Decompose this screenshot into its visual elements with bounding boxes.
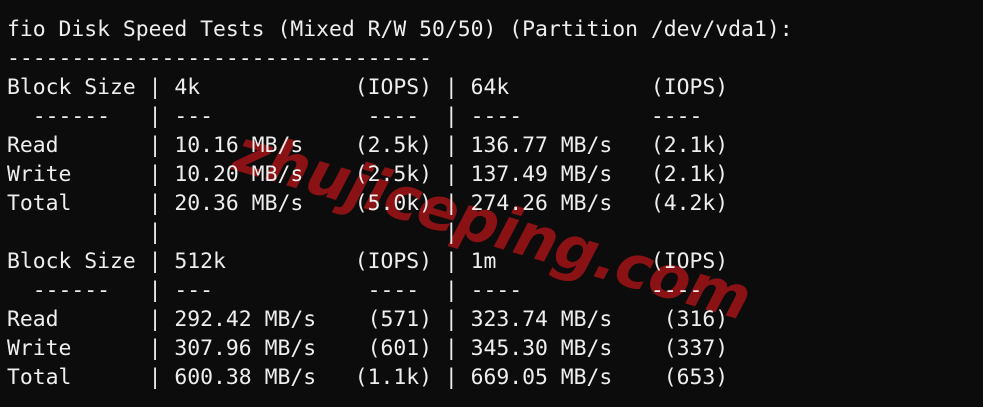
terminal-line-table2-write: Write | 307.96 MB/s (601) | 345.30 MB/s … bbox=[7, 336, 729, 361]
terminal-line-spacer: | | bbox=[7, 220, 458, 245]
terminal-output: fio Disk Speed Tests (Mixed R/W 50/50) (… bbox=[7, 15, 793, 392]
terminal-line-table2-subheader: ------ | --- ---- | ---- ---- bbox=[7, 278, 716, 303]
terminal-line-table1-write: Write | 10.20 MB/s (2.5k) | 137.49 MB/s … bbox=[7, 162, 729, 187]
terminal-line-table2-header: Block Size | 512k (IOPS) | 1m (IOPS) bbox=[7, 249, 729, 274]
terminal-line-title: fio Disk Speed Tests (Mixed R/W 50/50) (… bbox=[7, 17, 793, 42]
terminal-line-table1-subheader: ------ | --- ---- | ---- ---- bbox=[7, 104, 716, 129]
terminal-line-table1-read: Read | 10.16 MB/s (2.5k) | 136.77 MB/s (… bbox=[7, 133, 729, 158]
terminal-line-table2-read: Read | 292.42 MB/s (571) | 323.74 MB/s (… bbox=[7, 307, 729, 332]
terminal-line-table1-total: Total | 20.36 MB/s (5.0k) | 274.26 MB/s … bbox=[7, 191, 729, 216]
terminal-line-table1-header: Block Size | 4k (IOPS) | 64k (IOPS) bbox=[7, 75, 729, 100]
terminal-line-table2-total: Total | 600.38 MB/s (1.1k) | 669.05 MB/s… bbox=[7, 365, 729, 390]
terminal-line-separator: --------------------------------- bbox=[7, 46, 432, 71]
